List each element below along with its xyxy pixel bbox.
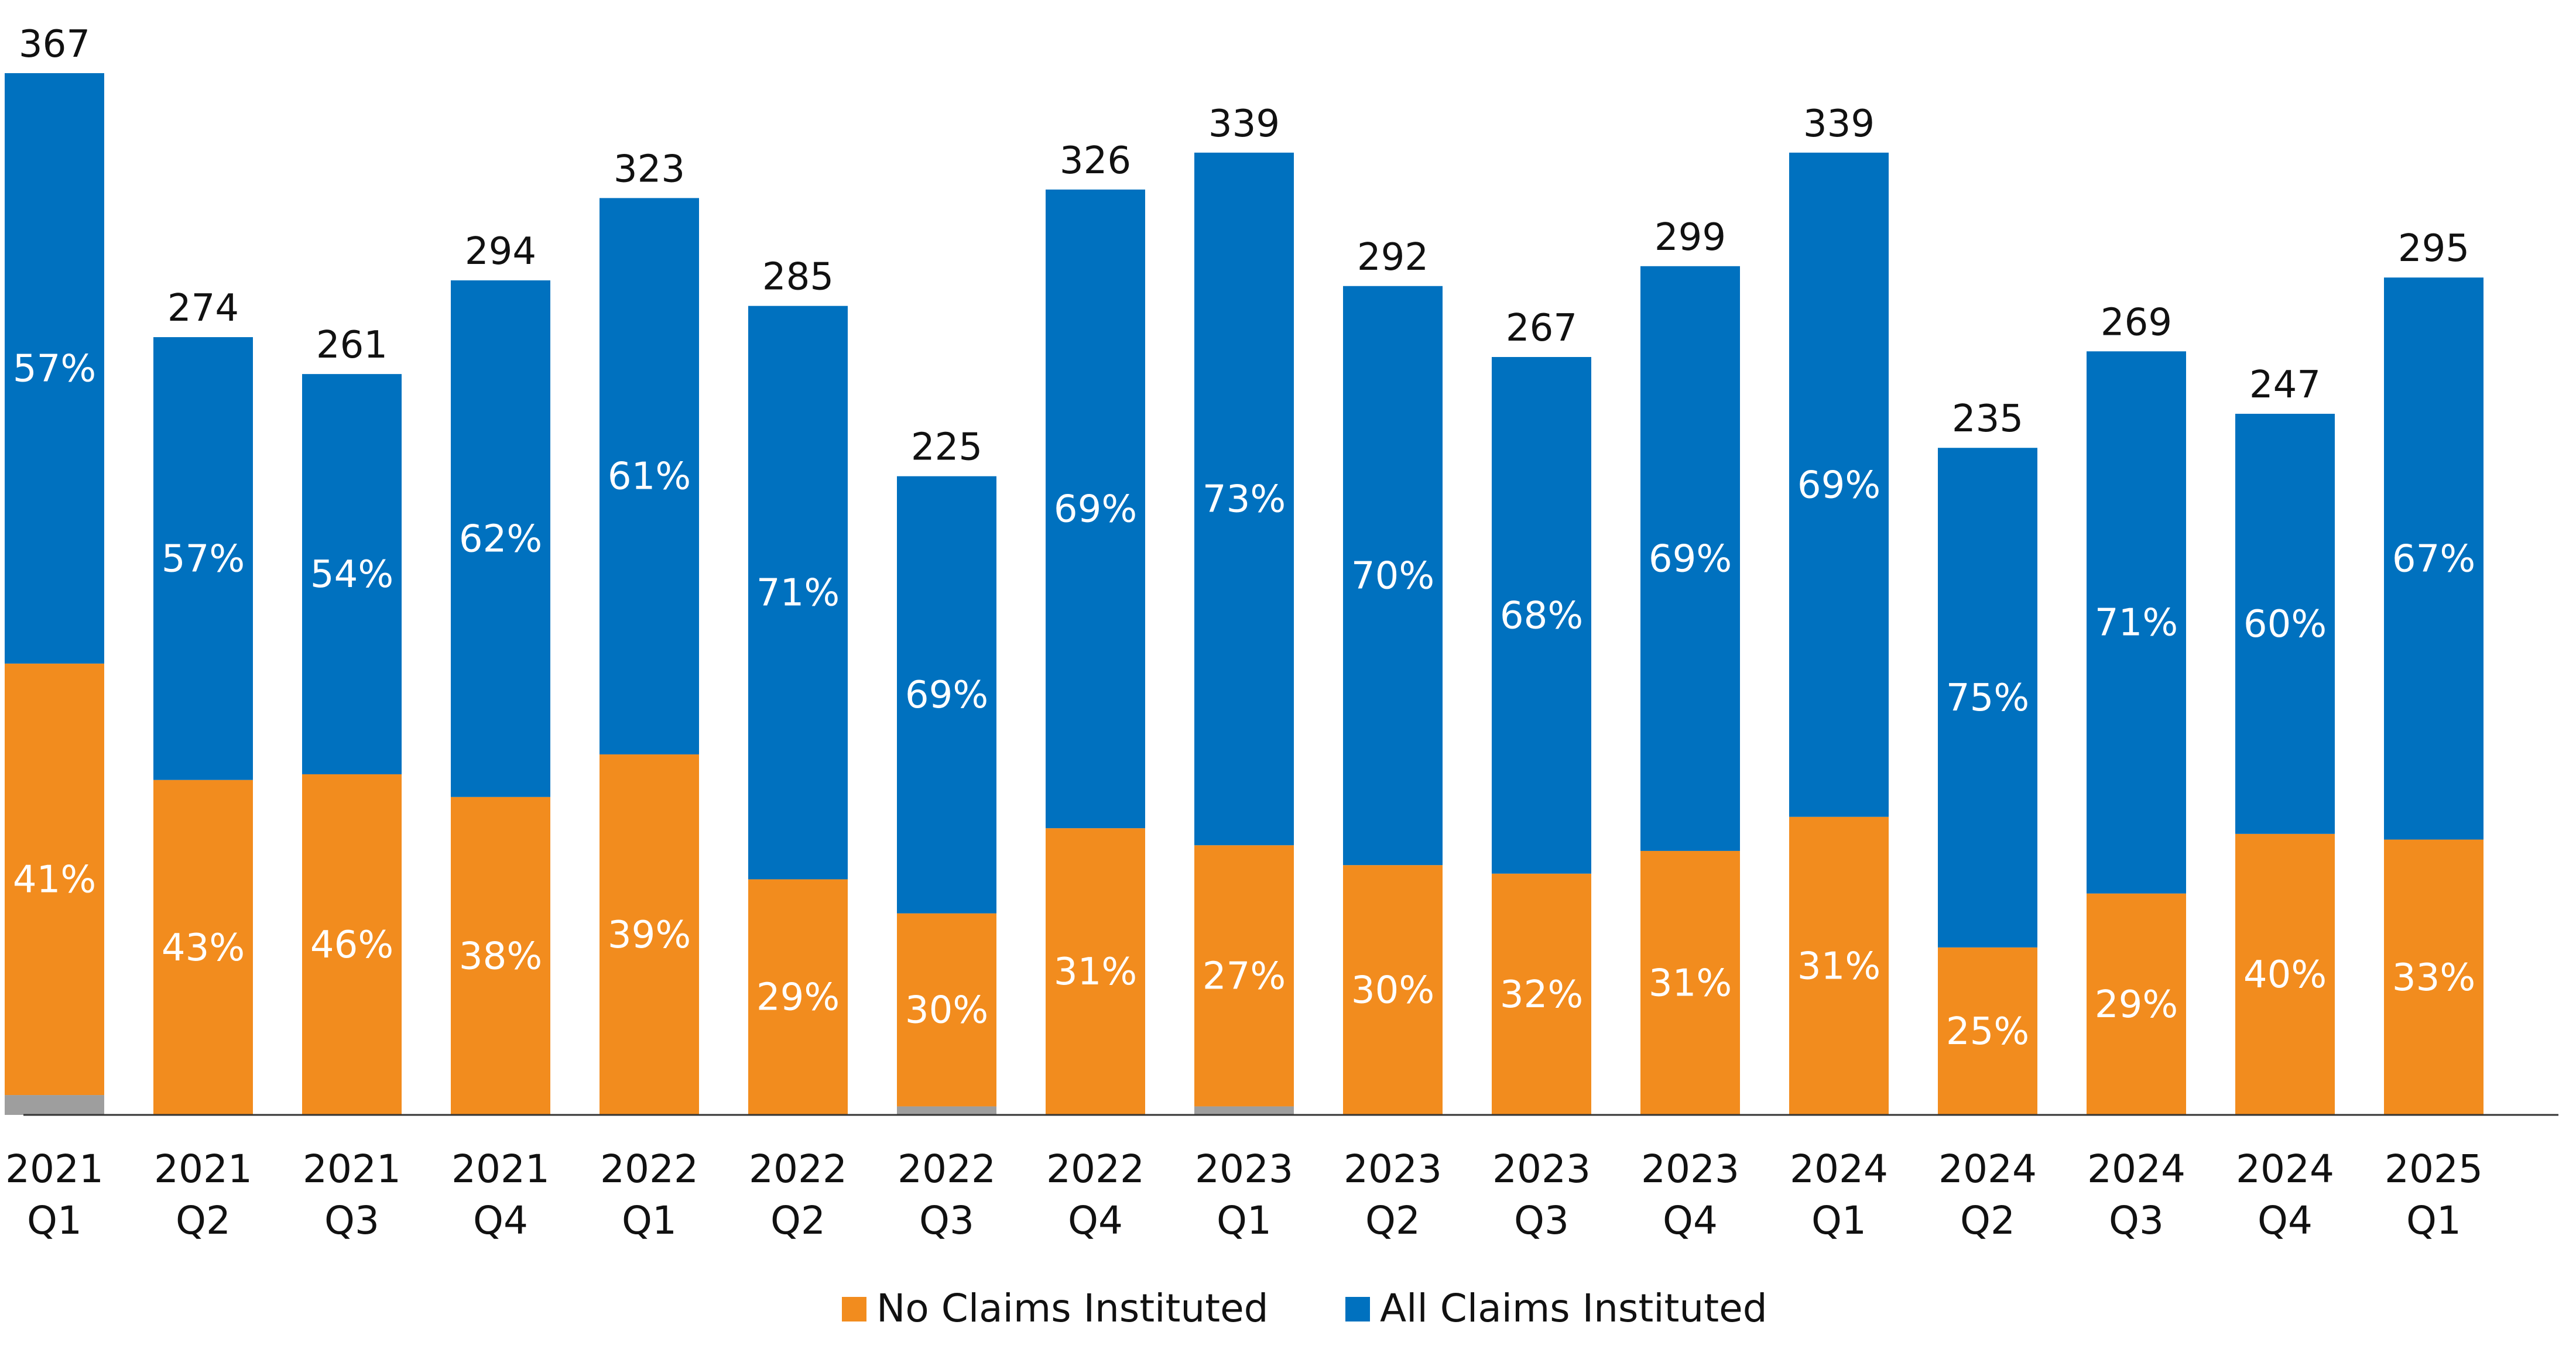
total-label: 367: [19, 23, 90, 66]
percent-label-no-claims-instituted: 29%: [2095, 983, 2178, 1027]
total-label: 339: [1208, 102, 1280, 146]
x-tick-year: 2021: [154, 1147, 252, 1192]
bar-segment-other: [897, 1106, 996, 1115]
x-tick-quarter: Q4: [1068, 1198, 1123, 1243]
percent-label-all-claims-instituted: 57%: [13, 347, 96, 390]
percent-label-no-claims-instituted: 29%: [756, 976, 840, 1020]
x-tick-quarter: Q4: [2258, 1198, 2313, 1243]
percent-label-all-claims-instituted: 69%: [1649, 537, 1732, 581]
x-tick-year: 2023: [1641, 1147, 1739, 1192]
percent-label-no-claims-instituted: 33%: [2392, 956, 2475, 1000]
percent-label-all-claims-instituted: 61%: [608, 455, 691, 499]
x-tick-year: 2021: [303, 1147, 401, 1192]
percent-label-no-claims-instituted: 38%: [459, 935, 542, 978]
x-tick-quarter: Q2: [770, 1198, 825, 1243]
percent-label-no-claims-instituted: 40%: [2243, 953, 2327, 997]
total-label: 274: [167, 287, 239, 330]
percent-label-no-claims-instituted: 30%: [905, 989, 988, 1032]
x-tick-quarter: Q3: [2109, 1198, 2164, 1243]
percent-label-no-claims-instituted: 46%: [310, 924, 393, 967]
x-tick-quarter: Q3: [1514, 1198, 1569, 1243]
percent-label-all-claims-instituted: 73%: [1203, 478, 1286, 521]
legend: No Claims Instituted All Claims Institut…: [842, 1286, 1767, 1331]
total-label: 292: [1357, 236, 1429, 279]
total-label: 323: [614, 147, 685, 191]
percent-label-no-claims-instituted: 41%: [13, 858, 96, 901]
percent-label-no-claims-instituted: 25%: [1946, 1010, 2029, 1053]
x-tick-quarter: Q2: [1960, 1198, 2015, 1243]
percent-label-all-claims-instituted: 68%: [1500, 594, 1583, 637]
percent-label-no-claims-instituted: 43%: [162, 926, 245, 970]
percent-label-no-claims-instituted: 31%: [1797, 945, 1880, 988]
legend-label-no-claims: No Claims Instituted: [876, 1286, 1269, 1331]
x-tick-year: 2023: [1344, 1147, 1442, 1192]
x-tick-quarter: Q2: [176, 1198, 231, 1243]
x-tick-labels: 2021 Q1 2021 Q2 2021 Q3 2021 Q4 2022 Q1 2022 Q2 2022…: [5, 1147, 2483, 1243]
x-tick-year: 2023: [1492, 1147, 1591, 1192]
total-label: 247: [2249, 363, 2321, 407]
bar-segment-other: [1194, 1106, 1294, 1115]
x-tick-quarter: Q4: [1663, 1198, 1718, 1243]
total-label: 339: [1803, 102, 1875, 146]
x-tick-quarter: Q3: [919, 1198, 974, 1243]
percent-label-all-claims-instituted: 67%: [2392, 537, 2475, 581]
total-label: 294: [465, 230, 536, 273]
x-tick-quarter: Q4: [473, 1198, 528, 1243]
total-label: 299: [1654, 216, 1726, 259]
percent-label-all-claims-instituted: 69%: [1797, 464, 1880, 507]
total-label: 225: [911, 426, 982, 469]
total-label: 326: [1060, 139, 1131, 183]
stacked-bar-chart: 41% 57% 367 43% 57% 274 46% 54% 261 38% 62% 294 39% 6…: [0, 0, 2576, 1349]
percent-label-all-claims-instituted: 57%: [162, 537, 245, 581]
total-label: 261: [316, 324, 388, 367]
x-tick-quarter: Q1: [622, 1198, 677, 1243]
x-tick-year: 2023: [1195, 1147, 1293, 1192]
legend-label-all-claims: All Claims Instituted: [1380, 1286, 1767, 1331]
x-tick-year: 2022: [749, 1147, 847, 1192]
x-tick-quarter: Q2: [1365, 1198, 1420, 1243]
x-tick-quarter: Q1: [1217, 1198, 1272, 1243]
x-tick-year: 2024: [1938, 1147, 2037, 1192]
percent-label-no-claims-instituted: 32%: [1500, 973, 1583, 1017]
x-tick-year: 2021: [5, 1147, 104, 1192]
x-tick-year: 2024: [2236, 1147, 2334, 1192]
total-label: 235: [1952, 397, 2023, 441]
total-label: 269: [2101, 301, 2172, 344]
percent-label-no-claims-instituted: 31%: [1054, 950, 1137, 994]
x-tick-quarter: Q1: [1811, 1198, 1866, 1243]
x-tick-quarter: Q1: [27, 1198, 82, 1243]
percent-label-all-claims-instituted: 62%: [459, 517, 542, 561]
percent-label-no-claims-instituted: 39%: [608, 914, 691, 957]
x-tick-year: 2024: [1790, 1147, 1888, 1192]
percent-label-all-claims-instituted: 69%: [1054, 488, 1137, 531]
x-tick-quarter: Q1: [2406, 1198, 2461, 1243]
x-tick-year: 2022: [600, 1147, 698, 1192]
percent-label-all-claims-instituted: 71%: [756, 572, 840, 615]
legend-swatch-all-claims: [1345, 1297, 1370, 1321]
percent-label-no-claims-instituted: 30%: [1351, 969, 1434, 1012]
x-tick-year: 2022: [898, 1147, 996, 1192]
total-label: 285: [762, 256, 834, 299]
x-tick-year: 2025: [2385, 1147, 2483, 1192]
percent-label-all-claims-instituted: 75%: [1946, 677, 2029, 720]
x-tick-year: 2021: [451, 1147, 550, 1192]
percent-label-all-claims-instituted: 54%: [310, 553, 393, 596]
percent-label-all-claims-instituted: 69%: [905, 674, 988, 717]
total-label: 295: [2398, 227, 2469, 270]
percent-label-no-claims-instituted: 31%: [1649, 962, 1732, 1005]
percent-label-all-claims-instituted: 71%: [2095, 602, 2178, 645]
percent-label-no-claims-instituted: 27%: [1203, 955, 1286, 998]
x-tick-year: 2022: [1046, 1147, 1145, 1192]
percent-label-all-claims-instituted: 70%: [1351, 554, 1434, 598]
x-tick-quarter: Q3: [324, 1198, 379, 1243]
legend-swatch-no-claims: [842, 1297, 866, 1321]
x-tick-year: 2024: [2087, 1147, 2186, 1192]
bar-segment-other: [5, 1095, 104, 1115]
total-label: 267: [1506, 307, 1577, 350]
percent-label-all-claims-instituted: 60%: [2243, 603, 2327, 646]
